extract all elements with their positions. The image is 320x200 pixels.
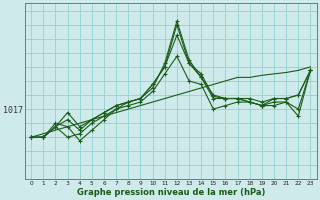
X-axis label: Graphe pression niveau de la mer (hPa): Graphe pression niveau de la mer (hPa) bbox=[77, 188, 265, 197]
